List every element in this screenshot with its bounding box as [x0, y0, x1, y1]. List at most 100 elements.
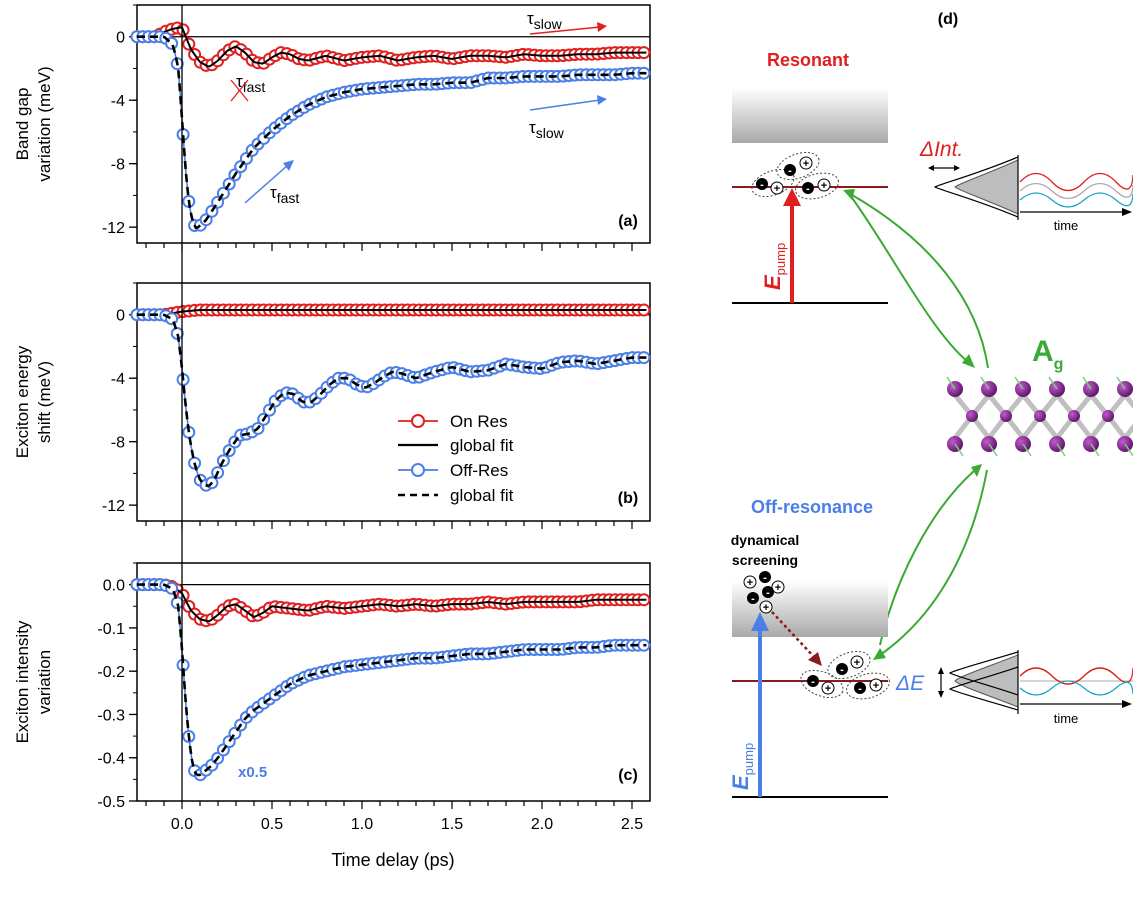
global-fit-on-res	[137, 26, 647, 68]
panel-b-plot-area	[130, 303, 651, 529]
svg-text:+: +	[747, 577, 753, 589]
e-peak-upper	[948, 651, 1019, 696]
phonon-displacement	[954, 443, 964, 457]
svg-text:-: -	[760, 179, 764, 191]
wave-cyan-bottom	[1019, 680, 1133, 696]
panel-c-xticks: 0.0 0.5 1.0 1.5 2.0 2.5	[171, 816, 643, 833]
x-axis-label: Time delay (ps)	[331, 850, 454, 870]
coupling-arrow-bottom-2	[879, 469, 976, 646]
x-tick-label: 1.5	[441, 816, 463, 833]
excitons-bottom: - + - + - +	[800, 650, 890, 700]
svg-text:+: +	[803, 158, 809, 170]
svg-text:+: +	[825, 683, 831, 695]
svg-text:-: -	[840, 664, 844, 676]
ag-label: Ag	[1032, 335, 1063, 373]
coupling-arrow-top-2	[851, 194, 989, 369]
tau-fast-blue-arrow	[244, 164, 289, 204]
y-tick-label: -4	[111, 371, 125, 388]
coupling-arrow-bottom-1	[879, 469, 988, 656]
time-label-top: time	[1054, 218, 1079, 233]
panel-b-yticks: 0 -4 -8 -12	[102, 282, 137, 515]
svg-text:+: +	[854, 657, 860, 669]
phonon-displacement	[1116, 376, 1126, 390]
y-tick-label: -0.5	[97, 794, 125, 811]
crystal-atom	[1068, 410, 1080, 422]
panel-b-exciton-energy: 0-4-8-12 Exciton energy shift (meV) (b) …	[13, 282, 651, 529]
time-axis-bottom-head	[1122, 700, 1132, 708]
tau-fast-red-cross-2	[230, 79, 249, 102]
e-peak-lower	[948, 666, 1019, 711]
y-tick-label: -0.2	[97, 664, 125, 681]
delta-int-label: ΔInt.	[919, 138, 963, 161]
free-carriers: + - + - - +	[743, 571, 785, 614]
screening-transfer-arrow	[771, 611, 816, 659]
phonon-displacement	[1048, 376, 1058, 390]
y-tick-label: -0.4	[97, 751, 125, 768]
y-tick-label: 0	[116, 30, 125, 47]
off-resonance-title: Off-resonance	[751, 497, 873, 517]
phonon-displacement	[1022, 443, 1032, 457]
delta-int-arrowhead-r	[954, 165, 960, 171]
phonon-displacement	[1124, 443, 1133, 457]
x-tick-label: 0.0	[171, 816, 193, 833]
tau-slow-blue-arrow	[529, 99, 601, 111]
crystal-bond	[1123, 423, 1133, 440]
svg-text:-: -	[806, 183, 810, 195]
time-axis-top-head	[1122, 208, 1132, 216]
y-tick-label: -8	[111, 435, 125, 452]
screening-label: screening	[732, 552, 798, 568]
coupling-arrowhead-bottom-2	[971, 464, 982, 477]
tau-fast-red: τfast	[236, 72, 265, 95]
global-fit-off-res	[137, 583, 647, 777]
panel-c-label: (c)	[618, 767, 638, 784]
global-fit-on-res	[137, 583, 647, 623]
svg-text:+: +	[821, 180, 827, 192]
svg-text:+: +	[873, 680, 879, 692]
svg-text:-: -	[788, 165, 792, 177]
panel-d-schematic: (d) Resonant Epump - + - + - + ΔInt.	[728, 11, 1133, 798]
y-tick-label: -12	[102, 498, 125, 515]
phonon-displacement	[988, 443, 998, 457]
coupling-arrow-top-1	[849, 194, 969, 363]
tau-slow-red-arrowhead	[597, 22, 607, 32]
panel-b-ylabel-line1: Exciton energy	[13, 345, 32, 458]
panel-a-label: (a)	[618, 213, 638, 230]
crystal-atom	[966, 410, 978, 422]
svg-text:+: +	[775, 582, 781, 594]
panel-b-label: (b)	[618, 490, 638, 507]
legend-on-fit-label: global fit	[450, 436, 514, 455]
phonon-displacement	[1014, 376, 1024, 390]
conduction-band-top	[732, 88, 888, 143]
scale-annotation: x0.5	[238, 764, 267, 781]
wave-red-top	[1019, 172, 1133, 192]
panel-c-ylabel-line1: Exciton intensity	[13, 620, 32, 743]
e-peak-gray	[954, 654, 1019, 708]
panel-c-exciton-intensity: 0.0 -0.1 -0.2 -0.3 -0.4 -0.5 0.0 0.5 1.0 1.5 2.0 2…	[13, 562, 651, 870]
phonon-displacement	[1082, 376, 1092, 390]
legend-on-res-marker	[411, 414, 425, 428]
int-peak-gray	[954, 159, 1019, 215]
crystal-atom	[1034, 410, 1046, 422]
crystal-atom	[1102, 410, 1114, 422]
x-tick-label: 1.0	[351, 816, 373, 833]
dynamical-label: dynamical	[731, 532, 799, 548]
y-tick-label: -0.1	[97, 621, 125, 638]
panel-c-plot-area	[130, 578, 651, 809]
svg-text:-: -	[766, 587, 770, 599]
panel-a-band-gap: 0 -4 -8 -12 Band gap variation (meV) (a) τs…	[13, 4, 651, 251]
panel-a-ylabel-line2: variation (meV)	[35, 66, 54, 181]
wave-cyan-top	[1019, 192, 1133, 208]
global-fit-off-res	[137, 313, 647, 488]
phonon-displacement	[980, 376, 990, 390]
delta-e-arrowhead-d	[938, 691, 944, 698]
y-tick-label: -8	[111, 157, 125, 174]
legend-on-res-label: On Res	[450, 412, 508, 431]
legend-off-res-marker	[411, 463, 425, 477]
svg-text:-: -	[858, 683, 862, 695]
phonon-displacement	[1090, 443, 1100, 457]
e-pump-blue: Epump	[728, 743, 756, 790]
panel-a-ylabel-line1: Band gap	[13, 88, 32, 161]
resonant-title: Resonant	[767, 50, 849, 70]
global-fit-off-res	[137, 35, 647, 229]
